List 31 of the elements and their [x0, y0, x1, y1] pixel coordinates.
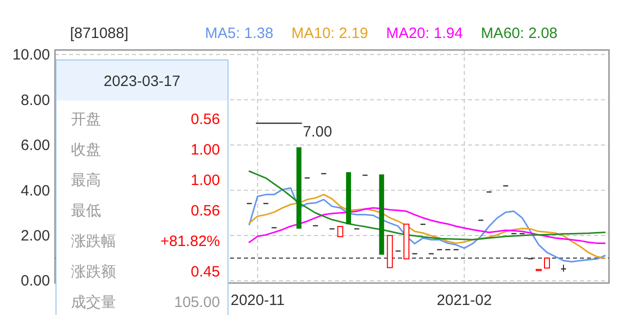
- line-series: [248, 170, 606, 240]
- annotation: 0.56: [190, 111, 220, 128]
- text: MA60: 2.08: [480, 25, 558, 42]
- text: MA10: 2.19: [291, 25, 368, 42]
- y-tick-label: 0.00: [20, 272, 50, 290]
- y-tick-label: 6.00: [20, 137, 50, 154]
- y-tick-label: 2.00: [20, 227, 50, 244]
- annotation: 收盘: [71, 142, 101, 158]
- text: 成交量: [71, 294, 116, 311]
- text: 105.00: [174, 294, 220, 311]
- annotation: 最低: [71, 202, 101, 220]
- annotation: 2023-03-17: [104, 73, 180, 90]
- annotation: 0.56: [190, 202, 220, 220]
- annotation: 涨跌幅: [71, 233, 116, 250]
- annotation: 1.00: [190, 172, 220, 189]
- annotation: +81.82%: [160, 233, 220, 250]
- annotation: 涨跌额: [71, 264, 116, 280]
- y-tick-label: 8.00: [20, 92, 50, 109]
- chart-title: [871088]: [70, 25, 128, 42]
- text: MA5: 1.38: [205, 25, 274, 42]
- annotation: 7.00: [302, 123, 332, 140]
- annotation: 开盘: [71, 111, 101, 128]
- annotation: 0.45: [190, 264, 220, 280]
- y-tick-label: 4.00: [20, 182, 50, 200]
- text: MA20: 1.94: [386, 25, 463, 42]
- x-tick-label: 2021-02: [436, 292, 492, 309]
- line-series: [248, 207, 606, 244]
- x-tick-label: 2020-11: [230, 292, 285, 309]
- annotation: 最高: [71, 172, 101, 189]
- y-tick-label: 10.00: [12, 46, 50, 64]
- annotation: 1.00: [190, 142, 220, 158]
